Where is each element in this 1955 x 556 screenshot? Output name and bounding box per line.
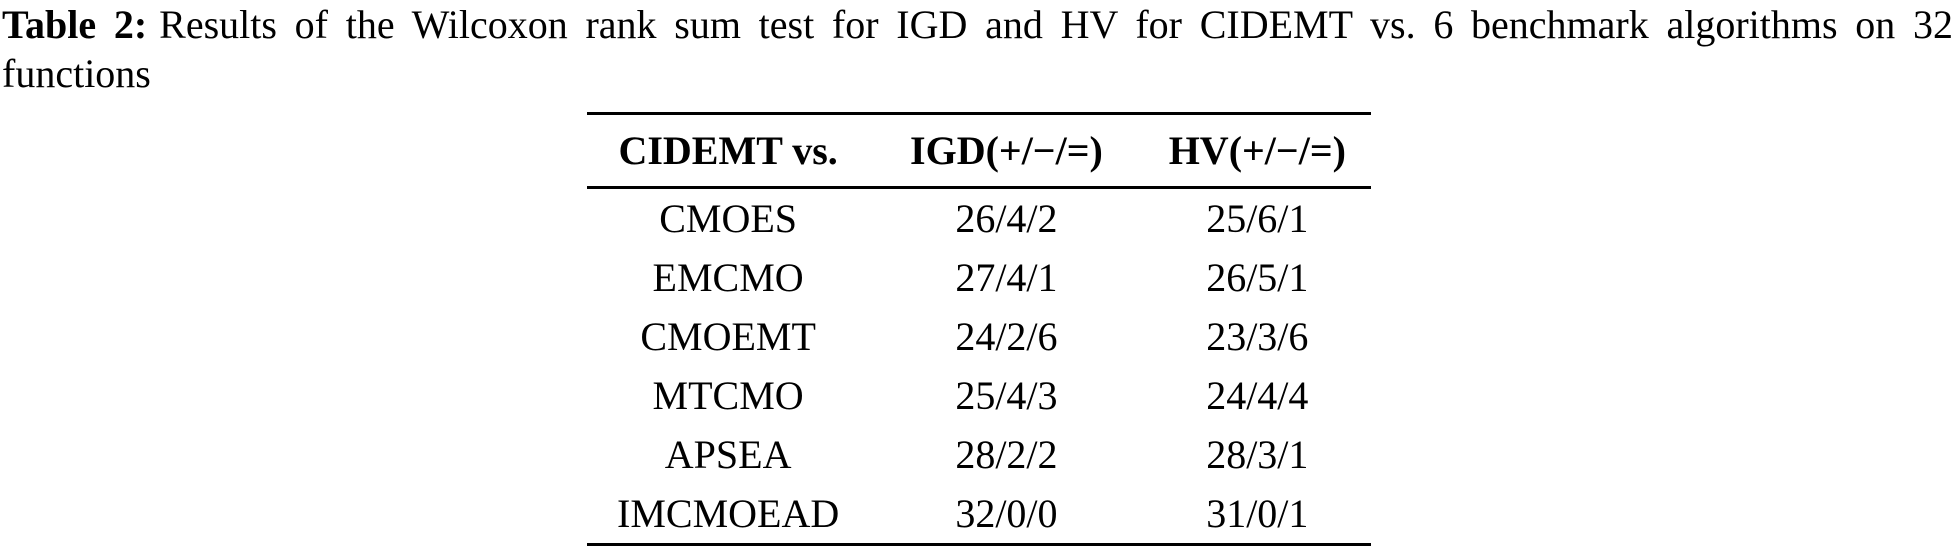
table-row: CMOEMT 24/2/6 23/3/6 xyxy=(587,307,1371,366)
results-table-container: CIDEMT vs. IGD(+/−/=) HV(+/−/=) CMOES 26… xyxy=(587,112,1371,546)
algorithm-name-cell: MTCMO xyxy=(652,373,804,418)
table-row: MTCMO 25/4/3 24/4/4 xyxy=(587,366,1371,425)
table-caption-line2: functions xyxy=(2,51,151,96)
igd-result-cell: 32/0/0 xyxy=(955,491,1058,536)
table-row: CMOES 26/4/2 25/6/1 xyxy=(587,188,1371,249)
results-table: CIDEMT vs. IGD(+/−/=) HV(+/−/=) CMOES 26… xyxy=(587,112,1371,546)
column-header-hv: HV(+/−/=) xyxy=(1143,113,1371,189)
column-header-algorithm: CIDEMT vs. xyxy=(587,113,870,189)
table-row: APSEA 28/2/2 28/3/1 xyxy=(587,425,1371,484)
hv-result-cell: 25/6/1 xyxy=(1206,196,1309,241)
table-caption-line1: Table 2: Results of the Wilcoxon rank sum… xyxy=(2,0,1953,49)
igd-result-cell: 28/2/2 xyxy=(955,432,1058,477)
hv-result-cell: 23/3/6 xyxy=(1206,314,1309,359)
table-row: IMCMOEAD 32/0/0 31/0/1 xyxy=(587,484,1371,545)
algorithm-name-cell: CMOEMT xyxy=(640,314,816,359)
table-row: EMCMO 27/4/1 26/5/1 xyxy=(587,248,1371,307)
column-header-igd: IGD(+/−/=) xyxy=(869,113,1144,189)
hv-result-cell: 24/4/4 xyxy=(1206,373,1309,418)
table-caption: Table 2: Results of the Wilcoxon rank sum… xyxy=(2,0,1953,98)
hv-result-cell: 31/0/1 xyxy=(1206,491,1309,536)
table-caption-text: Results of the Wilcoxon rank sum test fo… xyxy=(159,2,1953,47)
algorithm-name-cell: APSEA xyxy=(664,432,792,477)
algorithm-name-cell: EMCMO xyxy=(652,255,804,300)
header-row: CIDEMT vs. IGD(+/−/=) HV(+/−/=) xyxy=(587,113,1371,189)
igd-result-cell: 25/4/3 xyxy=(955,373,1058,418)
algorithm-name-cell: CMOES xyxy=(659,196,798,241)
table-caption-label: Table 2: xyxy=(2,2,148,47)
algorithm-name-cell: IMCMOEAD xyxy=(617,491,840,536)
igd-result-cell: 27/4/1 xyxy=(955,255,1058,300)
igd-result-cell: 24/2/6 xyxy=(955,314,1058,359)
hv-result-cell: 28/3/1 xyxy=(1206,432,1309,477)
igd-result-cell: 26/4/2 xyxy=(955,196,1058,241)
hv-result-cell: 26/5/1 xyxy=(1206,255,1309,300)
